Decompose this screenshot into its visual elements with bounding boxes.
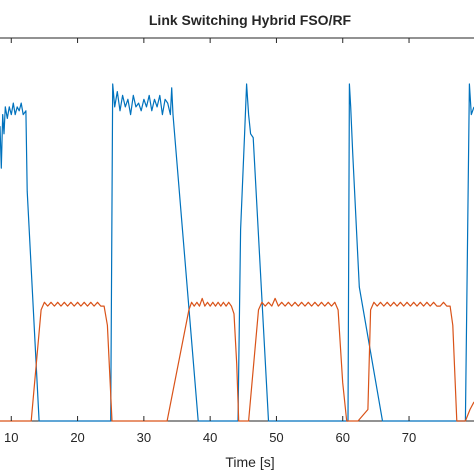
series-layer xyxy=(0,83,474,422)
series-line-1 xyxy=(0,83,474,422)
x-tick-label: 60 xyxy=(336,430,350,445)
x-tick-label: 10 xyxy=(4,430,18,445)
x-tick-label: 30 xyxy=(137,430,151,445)
x-ticks: 10 20 30 40 50 60 70 xyxy=(4,38,416,445)
x-tick-label: 50 xyxy=(269,430,283,445)
chart-title: Link Switching Hybrid FSO/RF xyxy=(149,12,352,28)
x-tick-label: 70 xyxy=(402,430,416,445)
x-tick-label: 20 xyxy=(70,430,84,445)
series-line-2 xyxy=(0,297,474,422)
x-axis-label: Time [s] xyxy=(225,454,274,470)
x-tick-label: 40 xyxy=(203,430,217,445)
